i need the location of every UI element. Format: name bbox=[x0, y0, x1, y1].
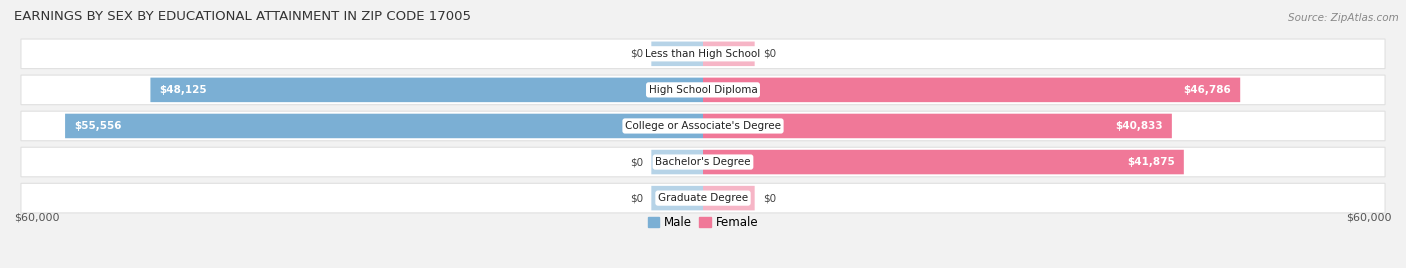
FancyBboxPatch shape bbox=[65, 114, 703, 138]
Text: Graduate Degree: Graduate Degree bbox=[658, 193, 748, 203]
Text: $0: $0 bbox=[630, 49, 644, 59]
FancyBboxPatch shape bbox=[703, 78, 1240, 102]
FancyBboxPatch shape bbox=[21, 111, 1385, 141]
Text: $0: $0 bbox=[630, 157, 644, 167]
FancyBboxPatch shape bbox=[21, 75, 1385, 105]
FancyBboxPatch shape bbox=[21, 183, 1385, 213]
FancyBboxPatch shape bbox=[703, 186, 755, 210]
FancyBboxPatch shape bbox=[703, 42, 755, 66]
Text: $46,786: $46,786 bbox=[1184, 85, 1232, 95]
FancyBboxPatch shape bbox=[703, 114, 1171, 138]
Text: Less than High School: Less than High School bbox=[645, 49, 761, 59]
FancyBboxPatch shape bbox=[651, 186, 703, 210]
Text: $55,556: $55,556 bbox=[75, 121, 122, 131]
Text: $0: $0 bbox=[762, 193, 776, 203]
FancyBboxPatch shape bbox=[21, 147, 1385, 177]
Text: College or Associate's Degree: College or Associate's Degree bbox=[626, 121, 780, 131]
Text: $0: $0 bbox=[630, 193, 644, 203]
FancyBboxPatch shape bbox=[651, 42, 703, 66]
FancyBboxPatch shape bbox=[651, 150, 703, 174]
FancyBboxPatch shape bbox=[21, 39, 1385, 69]
Text: Source: ZipAtlas.com: Source: ZipAtlas.com bbox=[1288, 13, 1399, 23]
Text: $40,833: $40,833 bbox=[1115, 121, 1163, 131]
FancyBboxPatch shape bbox=[150, 78, 703, 102]
Text: $60,000: $60,000 bbox=[14, 213, 59, 223]
Text: EARNINGS BY SEX BY EDUCATIONAL ATTAINMENT IN ZIP CODE 17005: EARNINGS BY SEX BY EDUCATIONAL ATTAINMEN… bbox=[14, 10, 471, 23]
Text: $0: $0 bbox=[762, 49, 776, 59]
Text: $41,875: $41,875 bbox=[1126, 157, 1174, 167]
Text: Bachelor's Degree: Bachelor's Degree bbox=[655, 157, 751, 167]
Legend: Male, Female: Male, Female bbox=[648, 216, 758, 229]
Text: $48,125: $48,125 bbox=[160, 85, 207, 95]
Text: $60,000: $60,000 bbox=[1347, 213, 1392, 223]
Text: High School Diploma: High School Diploma bbox=[648, 85, 758, 95]
FancyBboxPatch shape bbox=[703, 150, 1184, 174]
